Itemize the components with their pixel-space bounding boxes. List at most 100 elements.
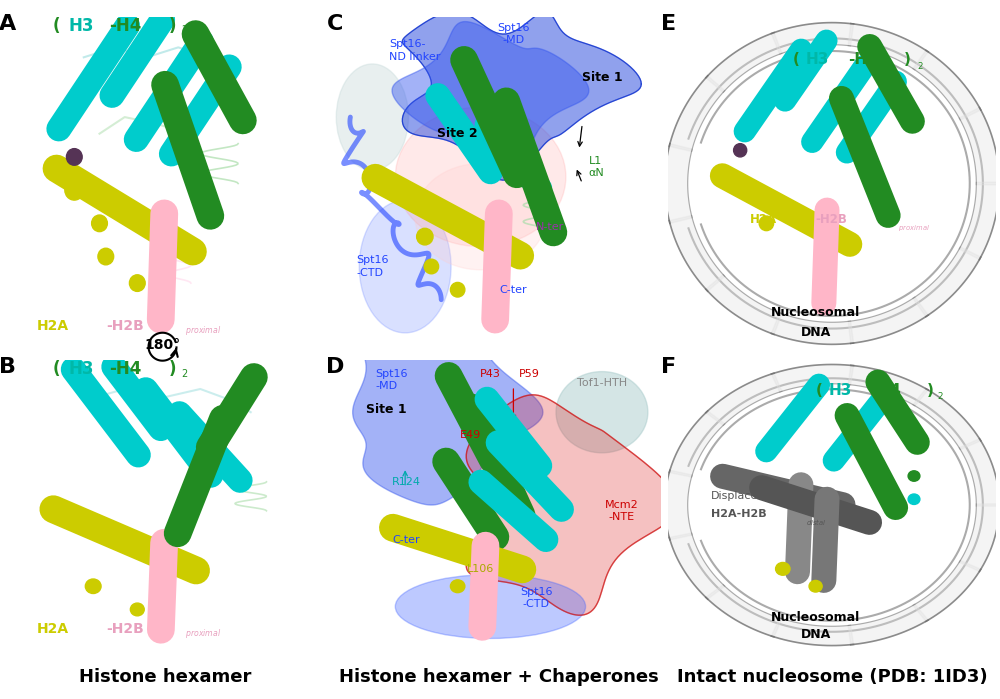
Circle shape (417, 229, 433, 245)
Polygon shape (913, 50, 981, 120)
Text: ): ) (904, 52, 911, 67)
Circle shape (759, 216, 774, 231)
Text: R124: R124 (392, 477, 421, 487)
Text: -H4: -H4 (871, 383, 901, 398)
Polygon shape (669, 411, 725, 477)
Polygon shape (402, 12, 641, 180)
Polygon shape (669, 215, 725, 291)
Text: $^{proximal}$: $^{proximal}$ (185, 628, 221, 640)
Ellipse shape (415, 164, 546, 270)
Polygon shape (959, 504, 999, 571)
Text: Site 1: Site 1 (582, 71, 623, 84)
Polygon shape (706, 584, 782, 637)
Text: P43: P43 (480, 370, 501, 380)
Polygon shape (665, 144, 692, 223)
Polygon shape (706, 275, 782, 334)
Text: (: ( (816, 383, 822, 398)
Polygon shape (353, 341, 543, 505)
Text: Spt16
-MD: Spt16 -MD (497, 23, 530, 45)
Circle shape (85, 579, 101, 593)
Circle shape (65, 180, 84, 200)
Polygon shape (913, 389, 981, 449)
Ellipse shape (359, 200, 451, 333)
Text: Site 1: Site 1 (366, 403, 406, 416)
Text: D: D (326, 357, 345, 377)
Polygon shape (959, 108, 999, 185)
Text: 180°: 180° (144, 338, 180, 352)
Polygon shape (771, 313, 854, 345)
Text: H2A-H2B: H2A-H2B (711, 509, 766, 519)
Text: (: ( (793, 52, 800, 67)
Polygon shape (669, 533, 725, 599)
Polygon shape (959, 182, 999, 259)
Text: H3: H3 (68, 17, 94, 35)
Text: H3: H3 (68, 361, 94, 378)
Polygon shape (913, 247, 981, 317)
Polygon shape (848, 24, 928, 70)
Text: L106: L106 (467, 564, 494, 574)
Polygon shape (913, 561, 981, 621)
Text: -H2B: -H2B (816, 213, 847, 226)
Text: -H2B: -H2B (106, 621, 144, 635)
Circle shape (92, 215, 107, 231)
Text: $_2$: $_2$ (937, 389, 944, 403)
Text: ): ) (169, 361, 176, 378)
Polygon shape (392, 22, 589, 159)
Text: H3: H3 (829, 383, 852, 398)
Text: $^{proximal}$: $^{proximal}$ (898, 225, 930, 236)
Text: L1
αN: L1 αN (589, 156, 605, 178)
Text: Nucleosomal: Nucleosomal (771, 306, 860, 319)
Text: (: ( (52, 361, 60, 378)
Text: (: ( (52, 17, 60, 35)
Text: -H4: -H4 (109, 17, 141, 35)
Circle shape (424, 259, 439, 274)
Polygon shape (706, 33, 782, 92)
Text: Spt16
-CTD: Spt16 -CTD (520, 586, 553, 609)
Text: Mcm2
-NTE: Mcm2 -NTE (605, 500, 639, 522)
Polygon shape (669, 75, 725, 152)
Polygon shape (706, 373, 782, 426)
Ellipse shape (395, 575, 586, 638)
Polygon shape (466, 395, 677, 615)
Circle shape (98, 248, 114, 265)
Text: Spt16-
ND linker: Spt16- ND linker (389, 39, 440, 62)
Text: $_2$: $_2$ (181, 366, 189, 380)
Text: F: F (661, 357, 677, 377)
Text: A: A (0, 14, 16, 34)
Text: -H4: -H4 (109, 361, 141, 378)
Text: P59: P59 (519, 370, 540, 380)
Text: B: B (0, 357, 16, 377)
Polygon shape (771, 364, 854, 392)
Text: $_2$: $_2$ (181, 22, 189, 36)
Text: $^{distal}$: $^{distal}$ (806, 520, 826, 531)
Text: Site 2: Site 2 (437, 127, 478, 140)
Text: -H2B: -H2B (106, 319, 144, 333)
Circle shape (734, 144, 747, 157)
Text: E: E (661, 14, 677, 34)
Text: Tof1-HTH: Tof1-HTH (577, 378, 627, 388)
Circle shape (776, 563, 790, 575)
Text: $^{proximal}$: $^{proximal}$ (185, 326, 221, 338)
Circle shape (809, 580, 822, 592)
Text: H2A: H2A (36, 319, 69, 333)
Text: H2A: H2A (750, 213, 777, 226)
Text: -H4: -H4 (848, 52, 878, 67)
Circle shape (66, 149, 82, 165)
Circle shape (739, 182, 755, 199)
Text: $_2$: $_2$ (917, 59, 924, 72)
Text: Spt16
-MD: Spt16 -MD (376, 369, 408, 391)
Text: E49: E49 (460, 431, 481, 440)
Circle shape (908, 494, 920, 505)
Text: Nucleosomal: Nucleosomal (771, 611, 860, 624)
Polygon shape (848, 604, 928, 644)
Text: Spt16
-CTD: Spt16 -CTD (356, 255, 388, 278)
Ellipse shape (395, 107, 566, 247)
Circle shape (908, 471, 920, 481)
Text: ): ) (927, 383, 934, 398)
Text: C: C (326, 14, 343, 34)
Text: H3: H3 (806, 52, 829, 67)
Circle shape (129, 275, 145, 291)
Text: ): ) (169, 17, 176, 35)
Text: Displaced: Displaced (711, 491, 765, 501)
Polygon shape (959, 439, 999, 506)
